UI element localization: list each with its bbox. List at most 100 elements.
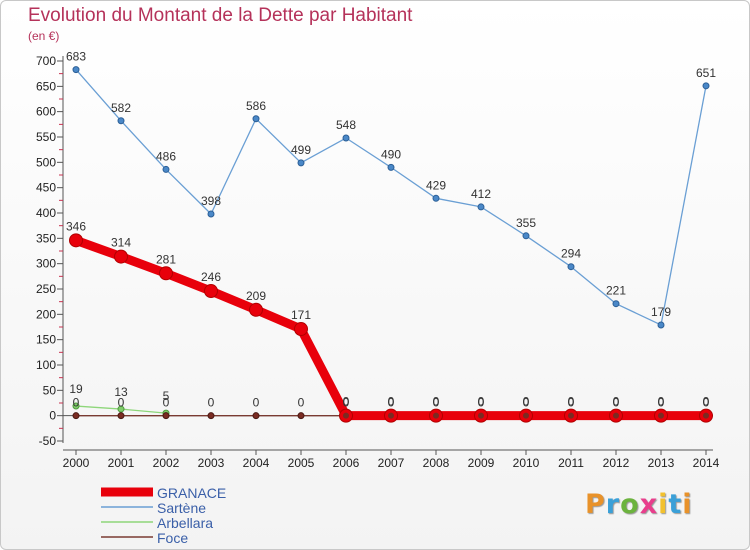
data-label-foce: 0 (658, 396, 665, 410)
data-label-granace: 0 (433, 395, 440, 409)
data-label-arbellara: 13 (114, 385, 128, 399)
point-sartene (207, 210, 215, 218)
data-label-foce: 0 (433, 396, 440, 410)
data-label-sartene: 412 (471, 187, 491, 201)
proxiti-logo: Proxiti (585, 489, 693, 520)
data-label-granace: 281 (156, 252, 176, 266)
y-tick-label: 250 (36, 282, 56, 296)
data-label-sartene: 548 (336, 118, 356, 132)
x-tick-label: 2005 (288, 456, 315, 470)
data-label-granace: 0 (658, 395, 665, 409)
point-granace (159, 266, 173, 281)
point-foce (207, 412, 215, 420)
point-sartene (72, 66, 80, 74)
point-sartene (342, 134, 350, 142)
x-tick-label: 2014 (693, 456, 720, 470)
data-label-sartene: 490 (381, 147, 401, 161)
legend-label-granace: GRANACE (157, 484, 227, 501)
legend-label-sartene: Sartène (157, 499, 207, 516)
data-label-granace: 0 (478, 395, 485, 409)
data-label-sartene: 499 (291, 143, 311, 157)
data-label-foce: 0 (118, 396, 125, 410)
point-foce (297, 412, 305, 420)
x-tick-label: 2002 (153, 456, 180, 470)
x-tick-label: 2010 (513, 456, 540, 470)
data-label-arbellara: 19 (69, 382, 83, 396)
data-label-sartene: 355 (516, 216, 536, 230)
legend-label-foce: Foce (157, 529, 189, 546)
x-tick-label: 2008 (423, 456, 450, 470)
data-label-arbellara: 5 (163, 389, 170, 403)
x-tick-label: 2012 (603, 456, 630, 470)
data-label-granace: 209 (246, 289, 266, 303)
data-label-foce: 0 (523, 396, 530, 410)
chart-legend: GRANACE Sartène Arbellara Foce (101, 484, 227, 546)
x-tick-label: 2001 (108, 456, 135, 470)
data-label-foce: 0 (343, 396, 350, 410)
data-label-granace: 0 (703, 395, 710, 409)
y-tick-label: 450 (36, 181, 56, 195)
x-tick-label: 2013 (648, 456, 675, 470)
data-label-granace: 171 (291, 308, 311, 322)
y-tick-label: 50 (43, 383, 57, 397)
legend-item-foce: Foce (101, 529, 226, 546)
data-label-sartene: 179 (651, 305, 671, 319)
y-tick-label: 550 (36, 130, 56, 144)
legend-label-arbellara: Arbellara (157, 514, 214, 531)
data-label-foce: 0 (388, 396, 395, 410)
data-label-foce: 0 (298, 396, 305, 410)
y-tick-label: 150 (36, 333, 56, 347)
point-foce-overlay (343, 412, 349, 419)
point-arbellara (72, 402, 80, 410)
point-granace (294, 322, 308, 337)
point-sartene (657, 321, 665, 329)
point-granace (204, 284, 218, 299)
legend-swatch-granace (101, 487, 153, 497)
y-tick-label: 400 (36, 206, 56, 220)
point-arbellara (117, 405, 125, 413)
point-sartene (702, 82, 710, 90)
x-tick-label: 2004 (243, 456, 270, 470)
data-label-sartene: 398 (201, 194, 221, 208)
x-tick-label: 2006 (333, 456, 360, 470)
point-granace (249, 302, 263, 317)
point-sartene (567, 263, 575, 271)
y-tick-label: 700 (36, 54, 56, 68)
x-tick-label: 2007 (378, 456, 405, 470)
y-tick-label: 600 (36, 105, 56, 119)
point-foce (162, 412, 170, 420)
data-label-granace: 346 (66, 219, 86, 233)
point-foce-overlay (388, 412, 394, 419)
y-tick-label: 500 (36, 155, 56, 169)
point-sartene (477, 203, 485, 211)
data-label-foce: 0 (568, 396, 575, 410)
data-label-granace: 0 (343, 395, 350, 409)
series-line-granace (74, 236, 706, 421)
x-tick-label: 2003 (198, 456, 225, 470)
x-tick-label: 2011 (558, 456, 584, 470)
x-tick-label: 2009 (468, 456, 495, 470)
point-foce-overlay (658, 412, 664, 419)
data-label-granace: 0 (568, 395, 575, 409)
legend-swatch-sartene (101, 506, 153, 508)
data-label-foce: 0 (703, 396, 710, 410)
legend-swatch-foce (101, 536, 153, 538)
point-foce-overlay (433, 412, 439, 419)
data-label-sartene: 294 (561, 247, 581, 261)
legend-item-granace: GRANACE (101, 484, 227, 501)
point-granace (114, 249, 128, 264)
point-sartene (162, 165, 170, 173)
x-tick-label: 2000 (63, 456, 90, 470)
point-foce-overlay (703, 412, 709, 419)
data-label-foce: 0 (613, 396, 620, 410)
y-tick-label: 200 (36, 307, 56, 321)
data-label-foce: 0 (208, 396, 215, 410)
data-label-foce: 0 (163, 396, 170, 410)
data-label-sartene: 683 (66, 50, 86, 64)
data-label-granace: 314 (111, 236, 131, 250)
legend-swatch-arbellara (101, 521, 153, 523)
data-label-sartene: 486 (156, 149, 176, 163)
point-sartene (297, 159, 305, 167)
